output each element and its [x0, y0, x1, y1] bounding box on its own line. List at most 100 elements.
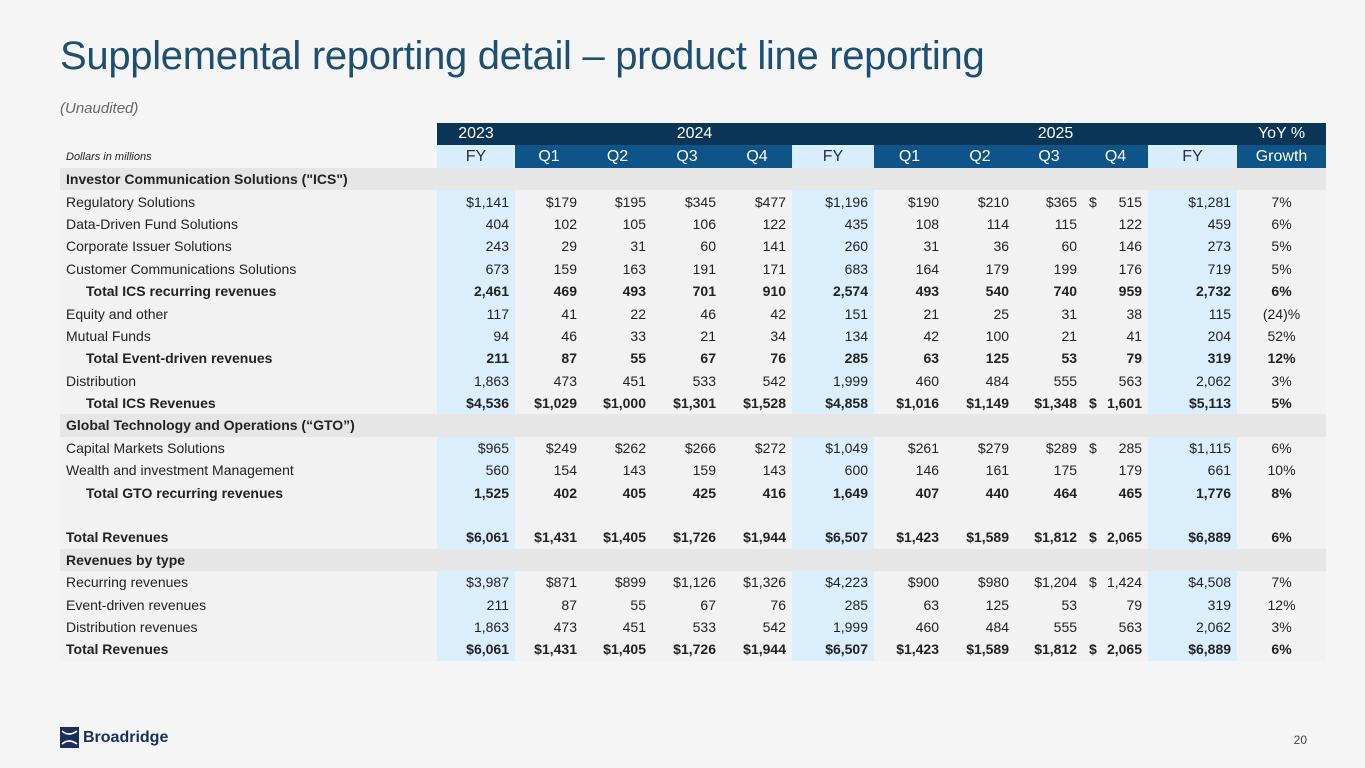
value-cell: 108 [874, 212, 946, 236]
value-cell: $1,423 [874, 638, 946, 661]
growth-cell: 7% [1237, 571, 1327, 594]
growth-cell: 6% [1237, 526, 1327, 549]
value-cell: 701 [652, 279, 722, 303]
value-cell: 41 [515, 302, 583, 325]
section-row: Investor Communication Solutions ("ICS") [60, 168, 1327, 191]
value-cell: 319 [1148, 593, 1238, 616]
value-cell: $4,223 [792, 571, 875, 594]
value-cell: $1,016 [874, 391, 946, 415]
value-cell: $1,944 [722, 638, 792, 661]
value-cell: 125 [945, 593, 1016, 616]
value-cell: $1,423 [874, 526, 946, 549]
value-cell: 55 [583, 593, 652, 616]
broadridge-logo-text: Broadridge [83, 728, 169, 746]
value-cell: 122 [1083, 212, 1149, 236]
value-cell: 560 [437, 459, 515, 482]
cell-value: 1,424 [1106, 574, 1143, 591]
value-cell: $477 [722, 190, 792, 213]
column-header-growth: Growth [1237, 145, 1327, 168]
broadridge-logo-icon [60, 727, 79, 748]
value-cell: 134 [792, 324, 875, 348]
value-cell: 2,062 [1148, 369, 1238, 392]
yoy-header: YoY % [1237, 123, 1327, 145]
value-cell: $272 [722, 436, 792, 460]
value-cell: 404 [437, 212, 515, 236]
value-cell: $6,061 [437, 638, 515, 661]
value-cell: 67 [652, 347, 722, 370]
column-header-q1: Q1 [874, 145, 946, 168]
section-row: Revenues by type [60, 548, 1327, 572]
value-cell: 46 [515, 324, 583, 348]
value-cell: $365 [1015, 190, 1084, 213]
row-label: Distribution [60, 369, 437, 392]
value-cell: $6,061 [437, 526, 515, 549]
value-cell: $4,536 [437, 391, 515, 415]
table-row: Total Revenues $6,061 $1,431 $1,405 $1,726 $1… [60, 526, 1327, 549]
column-header-fy: FY [437, 145, 515, 168]
value-cell: 60 [1015, 235, 1084, 258]
row-label: Total ICS recurring revenues [60, 279, 437, 303]
year-2024: 2024 [515, 123, 875, 145]
value-cell: 63 [874, 347, 946, 370]
row-label: Investor Communication Solutions ("ICS") [60, 168, 1327, 191]
growth-cell: 6% [1237, 638, 1327, 661]
value-cell: $345 [652, 190, 722, 213]
growth-cell: 6% [1237, 279, 1327, 303]
value-cell: 260 [792, 235, 875, 258]
value-cell [874, 503, 946, 527]
value-cell: 285 [792, 593, 875, 616]
value-cell: 1,863 [437, 615, 515, 639]
value-cell: 460 [874, 369, 946, 392]
value-cell: $6,889 [1148, 526, 1238, 549]
value-cell: 122 [722, 212, 792, 236]
value-cell: $1,431 [515, 638, 583, 661]
value-cell: $980 [945, 571, 1016, 594]
value-cell [945, 503, 1016, 527]
value-cell: 600 [792, 459, 875, 482]
value-cell: 1,999 [792, 615, 875, 639]
value-cell: 199 [1015, 257, 1084, 280]
value-cell: $262 [583, 436, 652, 460]
value-cell: 143 [722, 459, 792, 482]
table-row: Capital Markets Solutions $965 $249 $262 $26… [60, 436, 1327, 460]
value-cell: 21 [874, 302, 946, 325]
row-label: Data-Driven Fund Solutions [60, 212, 437, 236]
value-cell: 533 [652, 369, 722, 392]
value-cell: 740 [1015, 279, 1084, 303]
row-label: Total Event-driven revenues [60, 347, 437, 370]
value-cell: $1,204 [1015, 571, 1084, 594]
value-cell: 493 [583, 279, 652, 303]
value-cell: 159 [652, 459, 722, 482]
table-row: Regulatory Solutions $1,141 $179 $195 $345 $4… [60, 190, 1327, 213]
value-cell: 105 [583, 212, 652, 236]
value-cell: $1,405 [583, 526, 652, 549]
row-label: Mutual Funds [60, 324, 437, 348]
cell-value: 285 [1118, 439, 1143, 456]
table-row [60, 503, 1327, 527]
value-cell: 60 [652, 235, 722, 258]
value-cell: 125 [945, 347, 1016, 370]
value-cell [437, 503, 515, 527]
row-label: Total ICS Revenues [60, 391, 437, 415]
row-label: Total GTO recurring revenues [60, 481, 437, 504]
value-cell: 473 [515, 369, 583, 392]
value-cell: 2,732 [1148, 279, 1238, 303]
value-cell: 76 [722, 593, 792, 616]
value-cell: 31 [1015, 302, 1084, 325]
column-header-q2: Q2 [583, 145, 652, 168]
value-cell: $6,889 [1148, 638, 1238, 661]
value-cell: $1,049 [792, 436, 875, 460]
value-cell: 661 [1148, 459, 1238, 482]
page-number: 20 [1293, 733, 1307, 747]
value-cell: 211 [437, 347, 515, 370]
value-cell: 154 [515, 459, 583, 482]
value-cell: 435 [792, 212, 875, 236]
dollar-sign: $ [1089, 574, 1097, 591]
value-cell: $190 [874, 190, 946, 213]
value-cell: 402 [515, 481, 583, 504]
growth-cell: 10% [1237, 459, 1327, 482]
value-cell: $1,589 [945, 638, 1016, 661]
value-cell: $1,326 [722, 571, 792, 594]
table-row: Equity and other 117 41 22 46 42 151 21 25 31 38 11… [60, 302, 1327, 325]
row-label [60, 503, 437, 527]
